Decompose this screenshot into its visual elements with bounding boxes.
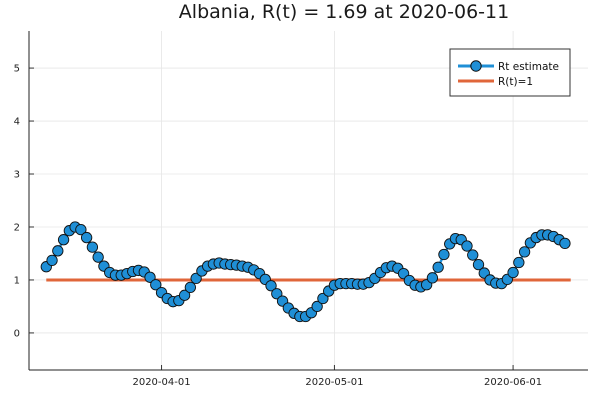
y-tick-label: 0 <box>14 328 20 339</box>
rt-data-point <box>86 241 99 253</box>
y-tick-label: 5 <box>14 64 20 75</box>
rt-data-point <box>92 251 104 263</box>
rt-data-point <box>144 271 156 283</box>
axes <box>28 31 588 371</box>
rt-data-point <box>150 279 162 291</box>
rt-data-point <box>80 231 93 244</box>
rt-estimate-series <box>40 221 571 323</box>
y-tick-label: 3 <box>14 170 20 181</box>
chart-title: Albania, R(t) = 1.69 at 2020-06-11 <box>179 1 509 23</box>
x-tick-label: 2020-06-01 <box>484 377 542 388</box>
rt-data-point <box>271 288 283 300</box>
x-tick-labels: 2020-04-01 2020-05-01 2020-06-01 <box>132 377 542 388</box>
rt-data-point <box>513 256 525 269</box>
x-tick-label: 2020-05-01 <box>305 377 363 388</box>
rt-data-point <box>184 281 197 294</box>
legend-ref-label: R(t)=1 <box>498 76 533 88</box>
rt-data-point <box>265 280 277 292</box>
rt-data-point <box>438 248 450 261</box>
y-tick-label: 2 <box>14 222 20 233</box>
rt-data-point <box>432 261 444 273</box>
y-tick-labels: 0 1 2 3 4 5 <box>14 64 20 340</box>
rt-data-point <box>467 249 479 261</box>
y-tick-label: 4 <box>14 117 20 128</box>
rt-data-point <box>311 300 323 313</box>
legend-rt-marker <box>470 60 482 72</box>
legend-rt-label: Rt estimate <box>498 61 559 73</box>
rt-data-point <box>559 237 571 250</box>
x-tick-label: 2020-04-01 <box>132 377 190 388</box>
rt-data-point <box>52 245 64 257</box>
rt-data-point <box>46 254 58 267</box>
y-tick-label: 1 <box>14 275 20 286</box>
rt-data-point <box>472 258 485 271</box>
rt-data-point <box>190 272 202 285</box>
legend: Rt estimate R(t)=1 <box>449 48 571 97</box>
rt-data-point <box>57 234 70 246</box>
rt-data-point <box>178 289 191 301</box>
rt-data-point <box>317 292 329 305</box>
rt-data-point <box>507 266 519 279</box>
legend-box <box>449 48 571 97</box>
rt-data-point <box>461 240 473 252</box>
rt-data-point <box>75 223 87 236</box>
rt-data-point <box>518 246 531 258</box>
rt-data-point <box>426 272 439 284</box>
